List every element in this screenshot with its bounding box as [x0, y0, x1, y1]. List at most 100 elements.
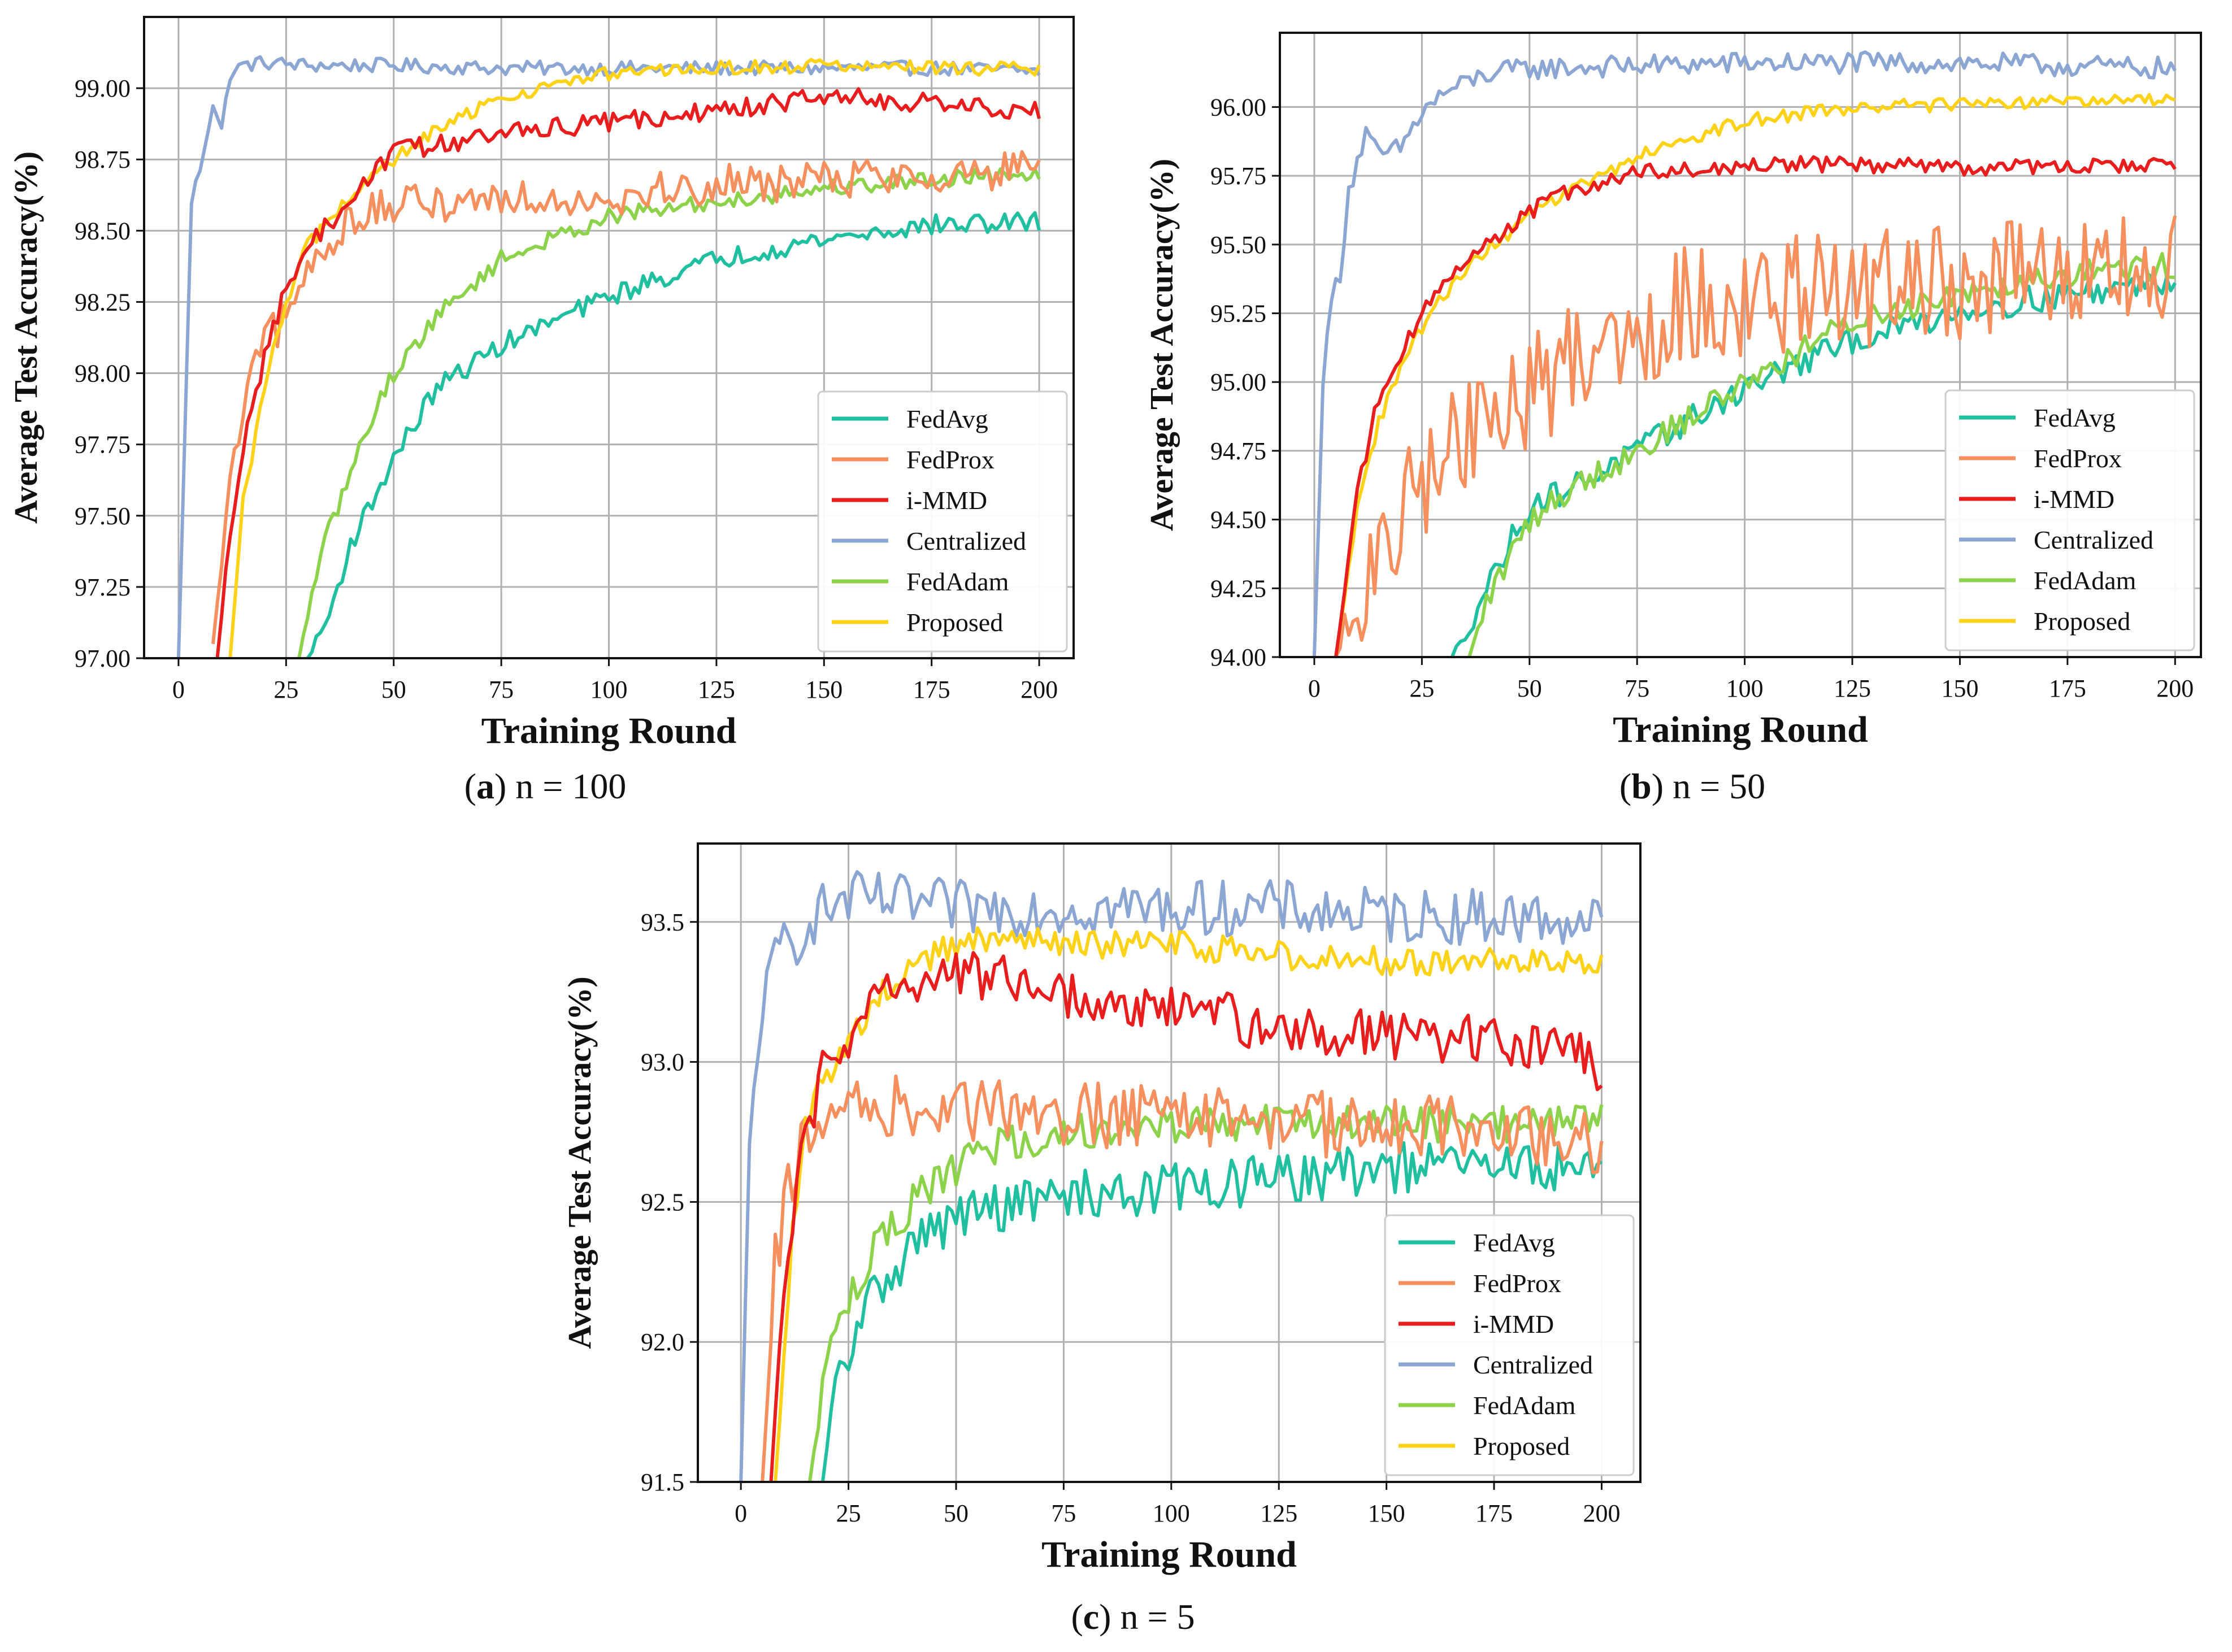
y-axis-label: Average Test Accuracy(%): [561, 976, 598, 1349]
x-tick-label: 0: [172, 676, 185, 703]
x-tick-label: 75: [1625, 675, 1649, 702]
series-group: [1312, 50, 2177, 657]
series-line-centralized: [739, 870, 1604, 1482]
legend-label-fedavg: FedAvg: [1473, 1228, 1555, 1257]
y-tick-label: 94.00: [1210, 644, 1266, 671]
y-tick-label: 98.50: [75, 217, 131, 245]
plot-frame: [697, 842, 1642, 1483]
caption-a-text: n = 100: [515, 766, 627, 806]
caption-b: (b) n = 50: [1619, 766, 1766, 806]
legend-label-fedadam: FedAdam: [1473, 1391, 1576, 1420]
legend-label-proposed: Proposed: [1473, 1432, 1570, 1460]
y-tick-label: 97.00: [75, 645, 131, 672]
series-line-fedprox: [211, 150, 1041, 645]
x-tick-label: 100: [1153, 1499, 1190, 1527]
y-tick-label: 98.25: [75, 288, 131, 316]
x-tick-label: 100: [590, 676, 628, 703]
legend-label-fedprox: FedProx: [906, 445, 995, 474]
x-axis-label: Training Round: [481, 710, 737, 751]
legend-label-proposed: Proposed: [2034, 607, 2130, 636]
x-tick-label: 175: [2049, 675, 2086, 702]
series-line-i-mmd: [769, 951, 1603, 1482]
x-tick-label: 75: [489, 676, 514, 703]
legend: FedAvg FedProx i-MMD Centralized FedAdam Prop…: [1944, 389, 2195, 651]
caption-c-letter: c: [1083, 1597, 1100, 1637]
series-line-fedadam: [1467, 251, 2175, 657]
x-tick-label: 125: [698, 676, 735, 703]
x-tick-label: 25: [1409, 675, 1434, 702]
y-tick-label: 96.00: [1210, 93, 1266, 121]
y-tick-label: 94.75: [1210, 437, 1266, 465]
legend-box: [1944, 389, 2195, 651]
x-tick-label: 0: [1308, 675, 1321, 702]
chart-panel-c: 0 25 50 75 100 125 150 175 200 91.5 92.0 92.5 93.0 93…: [561, 842, 1642, 1575]
series-line-proposed: [774, 926, 1604, 1482]
caption-c-text: n = 5: [1120, 1597, 1195, 1637]
y-tick-label: 92.5: [641, 1188, 684, 1216]
x-tick-label: 150: [805, 676, 843, 703]
legend-label-centralized: Centralized: [906, 527, 1026, 555]
y-tick-label: 91.5: [641, 1468, 684, 1496]
series-line-i-mmd: [215, 87, 1041, 658]
x-tick-label: 0: [735, 1499, 747, 1527]
y-tick-label: 94.50: [1210, 506, 1266, 534]
x-tick-label: 75: [1051, 1499, 1076, 1527]
y-tick-label: 95.75: [1210, 162, 1266, 190]
caption-b-letter: b: [1631, 766, 1652, 806]
x-tick-label: 200: [1021, 676, 1058, 703]
series-line-fedadam: [808, 1103, 1604, 1482]
legend-label-proposed: Proposed: [906, 608, 1003, 637]
y-tick-label: 97.50: [75, 502, 131, 530]
y-tick-label: 98.75: [75, 146, 131, 173]
chart-panel-b: 0 25 50 75 100 125 150 175 200 94.00 94.25 94.50 94.…: [1143, 32, 2202, 750]
x-tick-label: 175: [1475, 1499, 1513, 1527]
y-tick-label: 94.25: [1210, 575, 1266, 602]
y-tick-label: 97.75: [75, 431, 131, 459]
series-line-i-mmd: [1334, 155, 2177, 657]
x-tick-label: 175: [913, 676, 950, 703]
legend-label-fedprox: FedProx: [2034, 444, 2122, 473]
x-tick-label: 50: [1517, 675, 1542, 702]
y-axis-label: Average Test Accuracy(%): [1143, 159, 1180, 531]
legend-label-fedavg: FedAvg: [906, 405, 988, 433]
series-line-proposed: [1334, 93, 2176, 657]
legend-label-fedadam: FedAdam: [906, 567, 1009, 596]
y-tick-label: 95.25: [1210, 300, 1266, 328]
y-axis-label: Average Test Accuracy(%): [7, 151, 44, 524]
x-tick-label: 150: [1368, 1499, 1405, 1527]
plot-frame: [1279, 32, 2202, 658]
legend-box: [1384, 1214, 1635, 1476]
y-tick-label: 97.25: [75, 573, 131, 601]
series-line-centralized: [1312, 50, 2177, 657]
legend-label-fedprox: FedProx: [1473, 1269, 1561, 1298]
legend-box: [817, 390, 1068, 653]
chart-panel-a: 0 25 50 75 100 125 150 175 200 97.00 97.25 97.50 97.…: [7, 16, 1075, 751]
caption-b-text: n = 50: [1673, 766, 1766, 806]
legend-label-i-mmd: i-MMD: [2034, 485, 2114, 514]
x-tick-label: 150: [1941, 675, 1978, 702]
y-tick-label: 93.0: [641, 1049, 684, 1076]
series-group: [176, 55, 1041, 658]
caption-a: (a) n = 100: [464, 766, 627, 806]
x-axis-label: Training Round: [1041, 1534, 1297, 1575]
y-tick-label: 95.50: [1210, 231, 1266, 259]
x-tick-label: 200: [1583, 1499, 1620, 1527]
y-tick-label: 98.00: [75, 360, 131, 388]
legend-label-i-mmd: i-MMD: [1473, 1310, 1554, 1338]
legend-label-centralized: Centralized: [2034, 525, 2153, 554]
x-tick-label: 50: [381, 676, 406, 703]
x-tick-label: 200: [2156, 675, 2194, 702]
caption-c: (c) n = 5: [1071, 1597, 1195, 1637]
x-tick-label: 125: [1834, 675, 1871, 702]
series-line-fedavg: [820, 1141, 1603, 1482]
series-group: [739, 870, 1604, 1482]
legend: FedAvg FedProx i-MMD Centralized FedAdam Prop…: [1384, 1214, 1635, 1476]
x-tick-label: 100: [1726, 675, 1764, 702]
legend-label-fedadam: FedAdam: [2034, 566, 2137, 595]
series-line-fedprox: [761, 1074, 1604, 1482]
legend-label-i-mmd: i-MMD: [906, 486, 987, 515]
series-line-fedprox: [1334, 215, 2177, 657]
legend-label-centralized: Centralized: [1473, 1350, 1593, 1379]
caption-a-letter: a: [476, 766, 494, 806]
y-tick-label: 95.00: [1210, 368, 1266, 396]
